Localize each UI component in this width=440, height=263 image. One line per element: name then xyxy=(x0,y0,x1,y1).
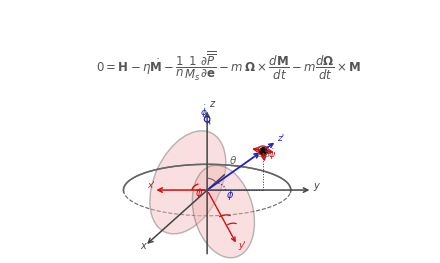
Text: $0 = \mathbf{H} - \eta\dot{\mathbf{M}} - \dfrac{1}{n}\dfrac{1}{M_s}\dfrac{\parti: $0 = \mathbf{H} - \eta\dot{\mathbf{M}} -… xyxy=(96,49,361,83)
Text: x': x' xyxy=(147,181,155,190)
Text: $\dot{\phi}$: $\dot{\phi}$ xyxy=(200,104,208,120)
Text: z': z' xyxy=(277,134,284,143)
Text: z: z xyxy=(209,99,214,109)
Ellipse shape xyxy=(192,165,254,258)
Text: $\phi$: $\phi$ xyxy=(195,186,203,200)
Ellipse shape xyxy=(150,131,226,234)
Text: x: x xyxy=(140,241,146,251)
Text: $\theta$: $\theta$ xyxy=(229,154,237,166)
Text: y: y xyxy=(314,181,319,191)
Text: y': y' xyxy=(238,241,246,250)
Text: $\phi$: $\phi$ xyxy=(227,188,235,202)
Text: $\dot{\psi}$: $\dot{\psi}$ xyxy=(268,148,277,162)
